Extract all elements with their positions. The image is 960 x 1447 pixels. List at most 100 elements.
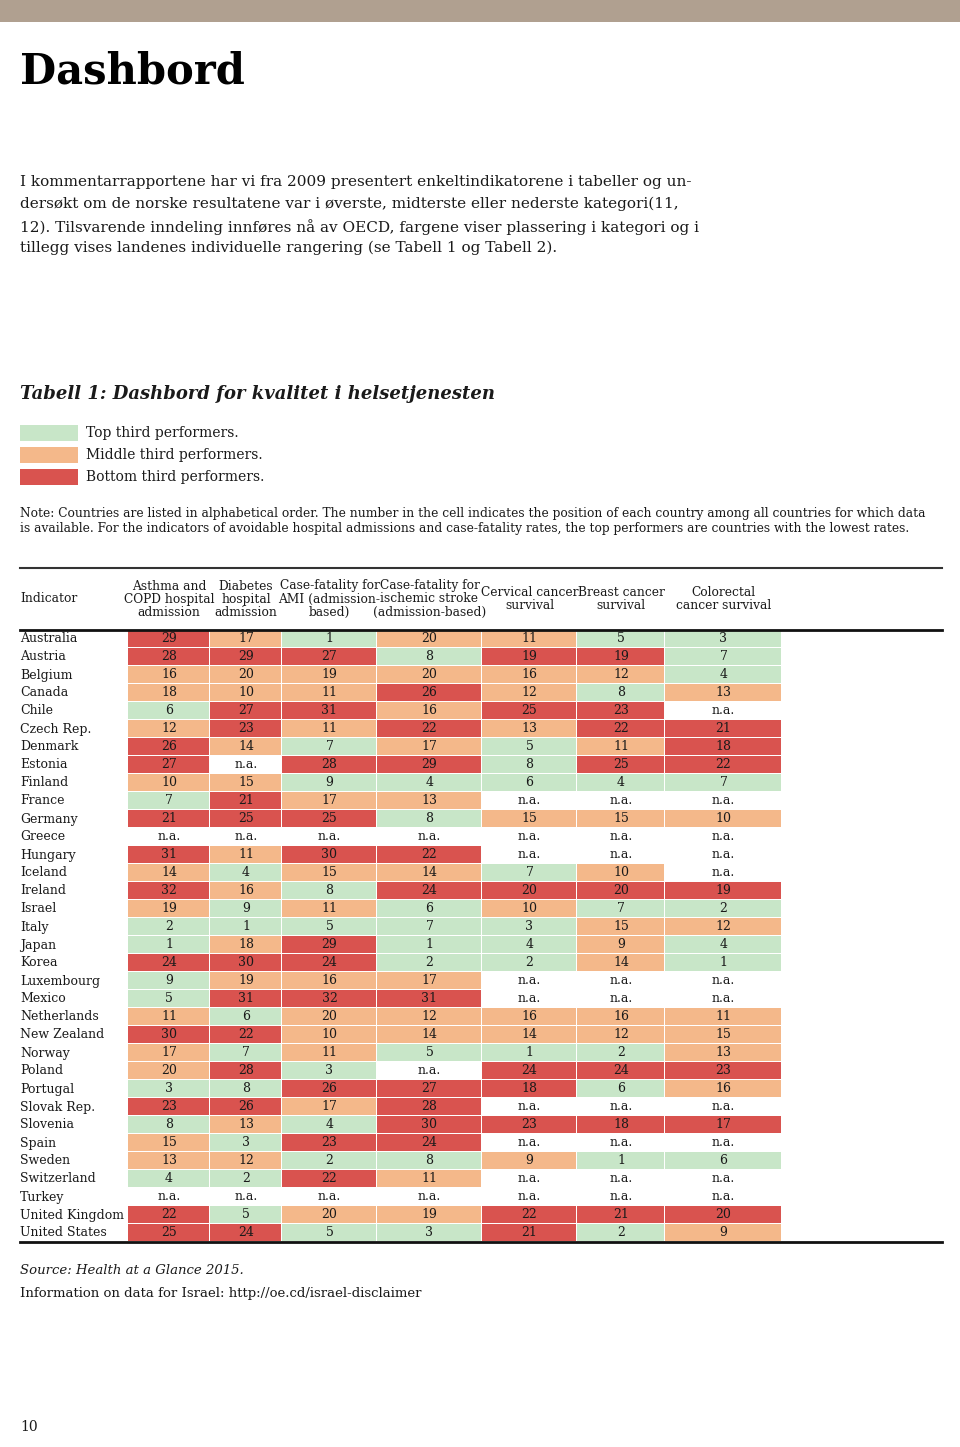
Text: 11: 11 bbox=[322, 722, 338, 735]
Text: 17: 17 bbox=[421, 974, 438, 987]
Bar bbox=[482, 648, 576, 666]
Text: Norway: Norway bbox=[20, 1046, 70, 1059]
Bar bbox=[577, 1026, 664, 1043]
Text: Middle third performers.: Middle third performers. bbox=[86, 449, 263, 462]
Bar bbox=[377, 1205, 481, 1223]
Text: Sweden: Sweden bbox=[20, 1155, 70, 1168]
Text: Indicator: Indicator bbox=[20, 592, 77, 605]
Text: n.a.: n.a. bbox=[517, 831, 541, 844]
Text: 4: 4 bbox=[617, 777, 625, 790]
Text: n.a.: n.a. bbox=[712, 867, 735, 880]
Bar bbox=[282, 629, 376, 647]
Text: 13: 13 bbox=[421, 794, 438, 807]
Bar bbox=[665, 738, 781, 755]
Bar bbox=[128, 1043, 209, 1061]
Text: 12: 12 bbox=[613, 669, 629, 682]
Bar bbox=[377, 883, 481, 899]
Bar bbox=[128, 1009, 209, 1024]
Text: n.a.: n.a. bbox=[610, 1101, 633, 1114]
Text: 23: 23 bbox=[715, 1065, 732, 1078]
Bar bbox=[128, 1224, 209, 1242]
Bar bbox=[128, 1062, 209, 1079]
Bar bbox=[210, 828, 281, 845]
Bar bbox=[482, 666, 576, 683]
Text: n.a.: n.a. bbox=[318, 831, 341, 844]
Text: 1: 1 bbox=[525, 1046, 534, 1059]
Text: 1: 1 bbox=[165, 939, 173, 952]
Text: 1: 1 bbox=[425, 939, 434, 952]
Text: 12: 12 bbox=[715, 920, 732, 933]
Bar bbox=[282, 702, 376, 719]
Bar bbox=[482, 721, 576, 737]
Text: n.a.: n.a. bbox=[517, 1136, 541, 1149]
Bar bbox=[210, 1116, 281, 1133]
Text: 4: 4 bbox=[425, 777, 434, 790]
Text: tillegg vises landenes individuelle rangering (se Tabell 1 og Tabell 2).: tillegg vises landenes individuelle rang… bbox=[20, 242, 557, 255]
Text: admission: admission bbox=[215, 605, 277, 618]
Text: 7: 7 bbox=[525, 867, 534, 880]
Text: 2: 2 bbox=[617, 1227, 625, 1240]
Text: 16: 16 bbox=[613, 1010, 629, 1023]
Text: 2: 2 bbox=[165, 920, 173, 933]
Text: Case-fatality for: Case-fatality for bbox=[279, 579, 379, 592]
Text: cancer survival: cancer survival bbox=[676, 599, 771, 612]
Text: 20: 20 bbox=[521, 884, 538, 897]
Bar bbox=[665, 648, 781, 666]
Text: 15: 15 bbox=[613, 920, 629, 933]
Bar bbox=[282, 917, 376, 935]
Text: Switzerland: Switzerland bbox=[20, 1172, 96, 1185]
Bar bbox=[128, 972, 209, 988]
Text: 32: 32 bbox=[322, 993, 337, 1006]
Text: 8: 8 bbox=[425, 651, 434, 664]
Bar bbox=[577, 1205, 664, 1223]
Bar bbox=[282, 792, 376, 809]
Bar bbox=[665, 774, 781, 792]
Text: 19: 19 bbox=[161, 903, 177, 916]
Text: 16: 16 bbox=[322, 974, 338, 987]
Text: COPD hospital: COPD hospital bbox=[124, 592, 214, 605]
Bar bbox=[377, 1026, 481, 1043]
Text: 9: 9 bbox=[525, 1155, 534, 1168]
Bar bbox=[377, 702, 481, 719]
Text: 12: 12 bbox=[238, 1155, 254, 1168]
Text: Australia: Australia bbox=[20, 632, 78, 645]
Text: Case-fatality for: Case-fatality for bbox=[379, 579, 479, 592]
Text: 11: 11 bbox=[322, 1046, 338, 1059]
Bar bbox=[665, 666, 781, 683]
Text: 28: 28 bbox=[161, 651, 177, 664]
Text: 2: 2 bbox=[242, 1172, 250, 1185]
Text: 27: 27 bbox=[322, 651, 337, 664]
Text: 21: 21 bbox=[715, 722, 732, 735]
Bar bbox=[665, 810, 781, 828]
Text: 22: 22 bbox=[421, 722, 438, 735]
Bar bbox=[377, 1171, 481, 1187]
Bar bbox=[282, 721, 376, 737]
Bar bbox=[577, 1188, 664, 1205]
Bar bbox=[282, 954, 376, 971]
Text: 28: 28 bbox=[322, 758, 337, 771]
Bar bbox=[128, 1116, 209, 1133]
Text: n.a.: n.a. bbox=[418, 831, 442, 844]
Text: n.a.: n.a. bbox=[712, 1101, 735, 1114]
Text: Bottom third performers.: Bottom third performers. bbox=[86, 470, 264, 483]
Bar bbox=[577, 810, 664, 828]
Bar bbox=[377, 774, 481, 792]
Text: Spain: Spain bbox=[20, 1136, 56, 1149]
Text: 30: 30 bbox=[238, 956, 254, 969]
Bar bbox=[210, 1062, 281, 1079]
Text: 10: 10 bbox=[161, 777, 177, 790]
Bar bbox=[377, 1152, 481, 1169]
Text: 3: 3 bbox=[325, 1065, 333, 1078]
Bar bbox=[282, 1098, 376, 1116]
Text: 1: 1 bbox=[617, 1155, 625, 1168]
Bar bbox=[665, 721, 781, 737]
Bar bbox=[377, 666, 481, 683]
Text: Greece: Greece bbox=[20, 831, 65, 844]
Text: 8: 8 bbox=[425, 1155, 434, 1168]
Text: 14: 14 bbox=[613, 956, 629, 969]
Text: Estonia: Estonia bbox=[20, 758, 67, 771]
Text: n.a.: n.a. bbox=[517, 1172, 541, 1185]
Bar bbox=[665, 990, 781, 1007]
Bar bbox=[482, 972, 576, 988]
Bar bbox=[128, 900, 209, 917]
